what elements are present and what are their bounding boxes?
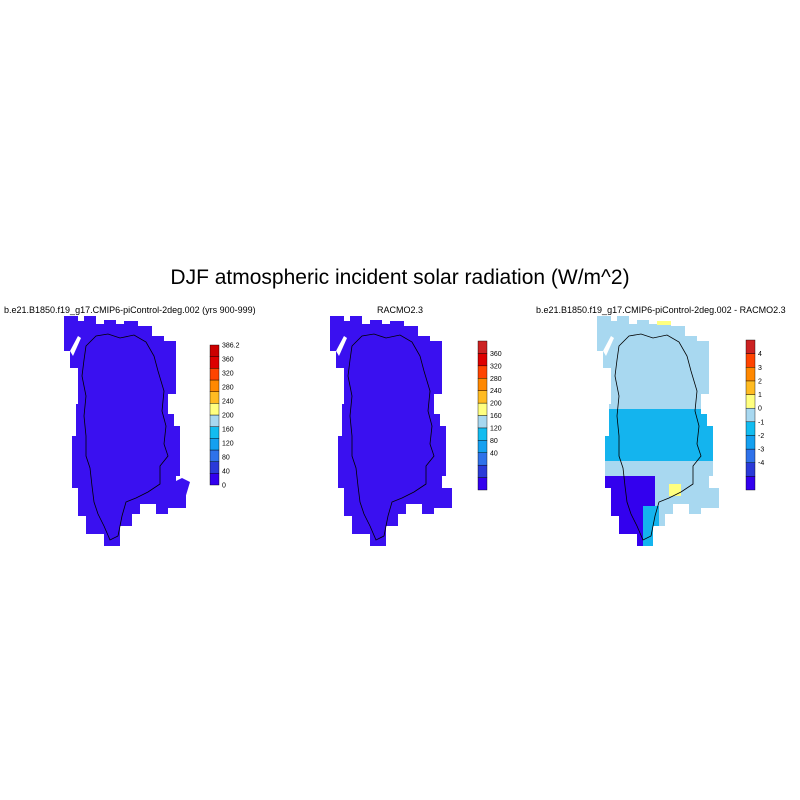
colorbar-swatch: [745, 476, 756, 491]
colorbar-swatch: [477, 440, 488, 453]
colorbar-tick-label: 320: [222, 371, 234, 378]
panel-2-colorbar: 360 320 280 240 200 160 120 80 40: [477, 340, 502, 491]
colorbar-swatch: [745, 462, 756, 477]
colorbar-swatch: [209, 461, 220, 474]
panel-2-map: [330, 316, 452, 546]
colorbar-swatch: [745, 407, 756, 423]
colorbar-tick-label: 386.2: [222, 343, 240, 350]
colorbar-tick-label: 80: [490, 438, 498, 445]
colorbar-tick-label: 40: [222, 469, 230, 476]
colorbar-tick-label: -4: [758, 460, 764, 467]
colorbar-swatch: [209, 379, 220, 392]
colorbar-swatch: [209, 403, 220, 416]
colorbar-swatch: [209, 426, 220, 439]
colorbar-tick-label: 200: [490, 401, 502, 408]
colorbar-tick-label: 280: [222, 385, 234, 392]
colorbar-swatch: [745, 435, 756, 450]
colorbar-tick-label: 160: [222, 427, 234, 434]
colorbar-tick-label: 360: [490, 351, 502, 358]
colorbar-tick-label: 40: [490, 450, 498, 457]
panel-2-field: [330, 316, 452, 546]
colorbar-swatch: [477, 390, 488, 404]
colorbar-tick-label: 4: [758, 351, 762, 358]
panel-1-title: b.e21.B1850.f19_g17.CMIP6-piControl-2deg…: [4, 305, 256, 315]
panel-3-ice-gap: [603, 336, 614, 356]
colorbar-swatch: [477, 353, 488, 367]
colorbar-swatch: [477, 452, 488, 466]
colorbar-swatch: [477, 477, 488, 491]
panel-1-map: [64, 316, 190, 546]
colorbar-tick-label: 1: [758, 392, 762, 399]
panel-1-colorbar: 386.2 360 320 280 240 200 160 120 80 40 0: [209, 343, 240, 490]
colorbar-tick-label: 2: [758, 378, 762, 385]
colorbar-swatch: [745, 421, 756, 436]
colorbar-swatch: [209, 356, 220, 369]
colorbar-tick-label: -3: [758, 447, 764, 454]
panel-3-yellow-north: [657, 316, 687, 325]
colorbar-swatch: [209, 344, 220, 357]
panel-3-north-band: [597, 316, 719, 409]
colorbar-swatch: [477, 427, 488, 441]
colorbar-tick-label: 280: [490, 376, 502, 383]
colorbar-tick-label: -1: [758, 419, 764, 426]
colorbar-swatch: [745, 380, 756, 395]
colorbar-swatch: [209, 473, 220, 486]
panel-1-ice-gap: [70, 336, 81, 356]
panel-3-south-low: [643, 506, 659, 546]
colorbar-swatch: [745, 367, 756, 382]
panel-1-island-east: [174, 478, 190, 502]
colorbar-swatch: [745, 339, 756, 354]
colorbar-tick-label: 80: [222, 455, 230, 462]
colorbar-tick-label: 120: [222, 441, 234, 448]
colorbar-swatch: [477, 378, 488, 391]
colorbar-swatch: [209, 414, 220, 427]
panel-2-ice-gap: [336, 336, 347, 356]
colorbar-tick-label: 240: [490, 388, 502, 395]
colorbar-tick-label: -2: [758, 433, 764, 440]
panel-2-title: RACMO2.3: [377, 305, 424, 315]
colorbar-swatch: [745, 448, 756, 463]
colorbar-swatch: [209, 449, 220, 462]
colorbar-tick-label: 0: [222, 483, 226, 490]
panel-3-colorbar: 4 3 2 1 0 -1 -2 -3 -4: [745, 339, 764, 491]
panel-3-yellow-patch: [669, 484, 681, 496]
colorbar-tick-label: 360: [222, 357, 234, 364]
colorbar-swatch: [745, 353, 756, 368]
colorbar-swatch: [745, 394, 756, 409]
colorbar-swatch: [209, 438, 220, 451]
panel-3-map: [597, 316, 719, 546]
figure-title: DJF atmospheric incident solar radiation…: [170, 266, 630, 289]
colorbar-tick-label: 320: [490, 363, 502, 370]
colorbar-tick-label: 3: [758, 365, 762, 372]
panel-3-mid-band: [597, 409, 719, 461]
colorbar-swatch: [209, 368, 220, 381]
colorbar-swatch: [477, 415, 488, 429]
colorbar-swatch: [209, 391, 220, 404]
colorbar-swatch: [477, 340, 488, 354]
panel-3-title: b.e21.B1850.f19_g17.CMIP6-piControl-2deg…: [536, 305, 786, 315]
colorbar-tick-label: 160: [490, 413, 502, 420]
panel-1-field: [64, 316, 186, 546]
colorbar-swatch: [477, 402, 488, 416]
colorbar-tick-label: 200: [222, 413, 234, 420]
colorbar-tick-label: 0: [758, 406, 762, 413]
colorbar-tick-label: 240: [222, 399, 234, 406]
colorbar-swatch: [477, 464, 488, 478]
colorbar-tick-label: 120: [490, 425, 502, 432]
colorbar-swatch: [477, 365, 488, 379]
